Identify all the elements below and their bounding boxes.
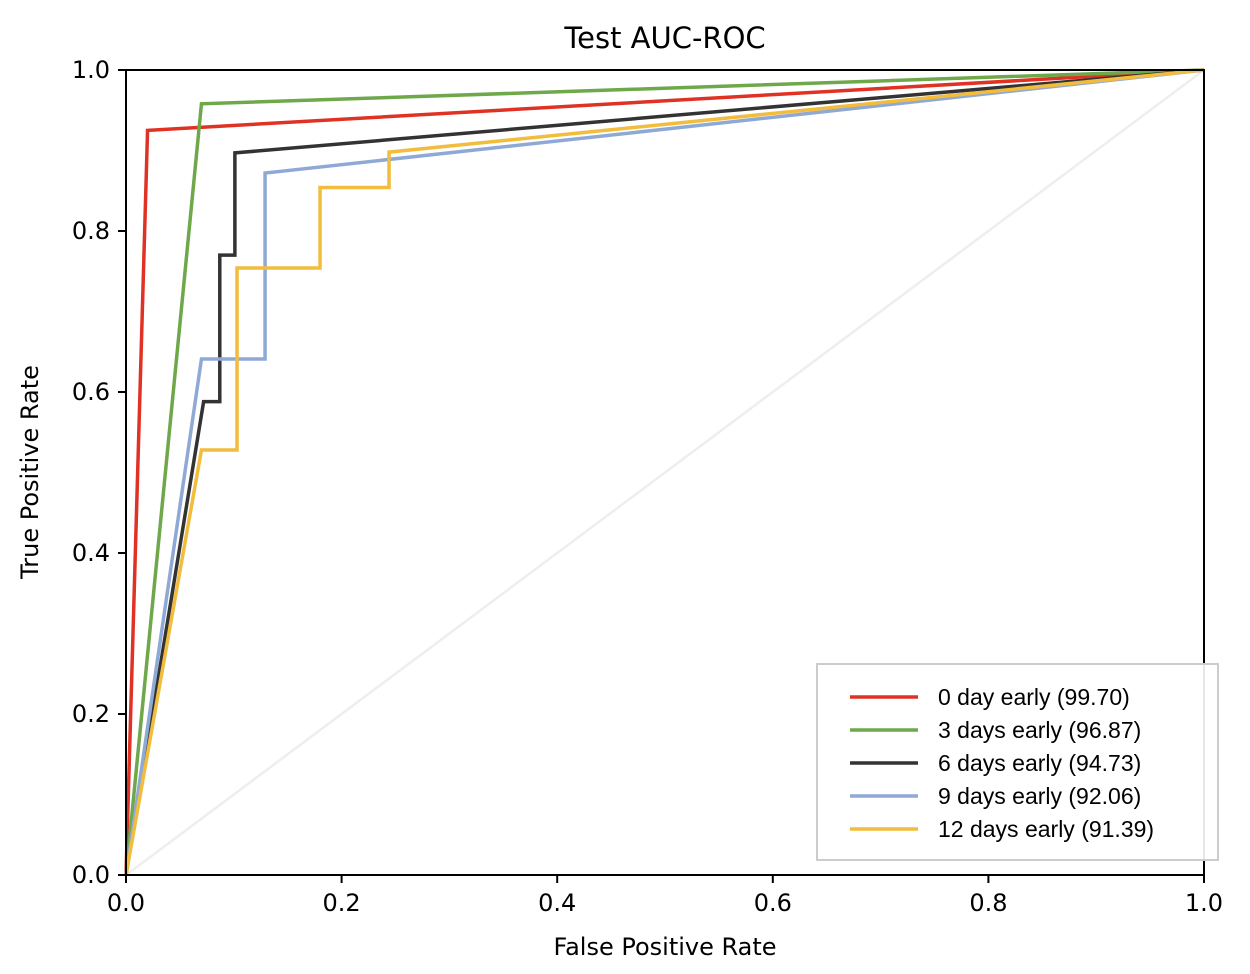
x-axis-ticks: 0.0 0.2 0.4 0.6 0.8 1.0 [107, 875, 1223, 917]
legend-label-0: 0 day early (99.70) [938, 684, 1130, 710]
series-line-1 [124, 68, 1205, 876]
chart-title: Test AUC-ROC [563, 21, 765, 55]
y-tick-label: 1.0 [72, 56, 110, 84]
legend-label-2: 6 days early (94.73) [938, 750, 1141, 776]
y-axis-ticks: 0.0 0.2 0.4 0.6 0.8 1.0 [72, 56, 126, 889]
x-tick-label: 0.2 [323, 889, 361, 917]
x-tick-label: 0.8 [969, 889, 1007, 917]
x-axis-label: False Positive Rate [553, 933, 776, 961]
series-line-3 [124, 68, 1205, 876]
y-tick-label: 0.6 [72, 378, 110, 406]
series-line-0 [124, 68, 1205, 876]
y-tick-label: 0.2 [72, 700, 110, 728]
chance-diagonal [125, 68, 1205, 877]
legend-label-1: 3 days early (96.87) [938, 717, 1141, 743]
plot-frame [125, 69, 1205, 876]
x-tick-label: 0.6 [754, 889, 792, 917]
diagonal-line [125, 68, 1205, 877]
y-axis-label: True Positive Rate [16, 365, 44, 580]
legend-label-4: 12 days early (91.39) [938, 816, 1154, 842]
series-line-4 [124, 68, 1205, 876]
x-tick-label: 1.0 [1185, 889, 1223, 917]
x-tick-label: 0.0 [107, 889, 145, 917]
y-tick-label: 0.4 [72, 539, 110, 567]
legend: 0 day early (99.70) 3 days early (96.87) 6… [816, 663, 1219, 861]
y-tick-label: 0.0 [72, 861, 110, 889]
y-tick-label: 0.8 [72, 217, 110, 245]
x-tick-label: 0.4 [538, 889, 576, 917]
legend-label-3: 9 days early (92.06) [938, 783, 1141, 809]
series-line-2 [124, 68, 1205, 876]
series-lines [124, 68, 1205, 876]
